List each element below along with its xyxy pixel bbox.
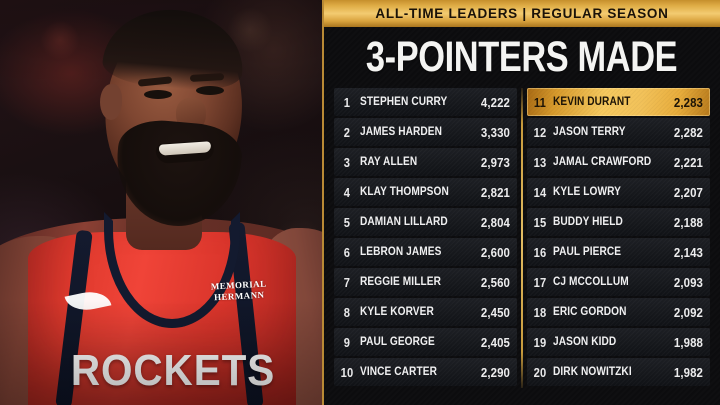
leaderboard-row[interactable]: 1 STEPHEN CURRY 4,222 [334, 88, 518, 116]
row-player-name: ERIC GORDON [552, 306, 627, 318]
row-player-name: DAMIAN LILLARD [360, 216, 448, 228]
row-value: 4,222 [480, 94, 510, 110]
row-rank: 10 [340, 364, 354, 380]
row-value: 2,973 [480, 154, 510, 170]
row-player-name: JASON TERRY [552, 126, 626, 138]
row-player-name: RAY ALLEN [360, 156, 418, 168]
row-value: 2,092 [673, 304, 703, 320]
leaderboard-row[interactable]: 5 DAMIAN LILLARD 2,804 [334, 208, 518, 236]
row-rank: 1 [343, 94, 351, 110]
row-player-name: VINCE CARTER [360, 366, 437, 378]
leaderboard-row[interactable]: 4 KLAY THOMPSON 2,821 [334, 178, 518, 206]
leaderboard-row[interactable]: 8 KYLE KORVER 2,450 [334, 298, 518, 326]
row-rank: 3 [343, 154, 351, 170]
row-rank: 8 [343, 304, 351, 320]
row-player-name: KYLE KORVER [360, 306, 434, 318]
row-value: 2,804 [480, 214, 510, 230]
leaderboard-row[interactable]: 3 RAY ALLEN 2,973 [334, 148, 518, 176]
leaderboard-row[interactable]: 10 VINCE CARTER 2,290 [334, 358, 518, 386]
row-rank: 9 [343, 334, 351, 350]
leaderboard-row[interactable]: 20 DIRK NOWITZKI 1,982 [526, 358, 711, 386]
leaderboard-row[interactable]: 13 JAMAL CRAWFORD 2,221 [526, 148, 711, 176]
row-value: 2,283 [673, 94, 703, 110]
leaderboard-row[interactable]: 12 JASON TERRY 2,282 [526, 118, 711, 146]
row-player-name: KLAY THOMPSON [360, 186, 449, 198]
row-rank: 16 [533, 244, 547, 260]
row-rank: 5 [343, 214, 351, 230]
leaderboard-row[interactable]: 2 JAMES HARDEN 3,330 [334, 118, 518, 146]
row-rank: 4 [343, 184, 351, 200]
row-player-name: PAUL PIERCE [552, 246, 622, 258]
row-value: 3,330 [480, 124, 510, 140]
column-divider [517, 88, 527, 388]
row-value: 2,221 [673, 154, 703, 170]
row-value: 2,560 [480, 274, 510, 290]
row-player-name: STEPHEN CURRY [360, 96, 448, 108]
row-player-name: BUDDY HIELD [552, 216, 623, 228]
leaderboard-row[interactable]: 19 JASON KIDD 1,988 [526, 328, 711, 356]
row-player-name: CJ MCCOLLUM [552, 276, 629, 288]
row-rank: 14 [533, 184, 547, 200]
leaderboard-row[interactable]: 18 ERIC GORDON 2,092 [526, 298, 711, 326]
row-rank: 19 [533, 334, 547, 350]
player-eye-left [144, 90, 172, 99]
row-rank: 7 [343, 274, 351, 290]
row-rank: 15 [533, 214, 547, 230]
row-player-name: PAUL GEORGE [360, 336, 435, 348]
row-player-name: LEBRON JAMES [360, 246, 442, 258]
leaderboard-row[interactable]: 15 BUDDY HIELD 2,188 [526, 208, 711, 236]
row-rank: 2 [343, 124, 351, 140]
row-rank: 13 [533, 154, 547, 170]
page-title: 3-POINTERS MADE [366, 33, 678, 81]
row-value: 2,143 [673, 244, 703, 260]
row-rank: 6 [343, 244, 351, 260]
row-value: 2,450 [480, 304, 510, 320]
row-value: 2,821 [480, 184, 510, 200]
leaderboard-row[interactable]: 7 REGGIE MILLER 2,560 [334, 268, 518, 296]
row-player-name: KEVIN DURANT [552, 96, 631, 108]
banner-title: ALL-TIME LEADERS | REGULAR SEASON [375, 6, 669, 21]
player-ear [100, 84, 122, 120]
row-player-name: JAMES HARDEN [360, 126, 443, 138]
leaderboard-row[interactable]: 9 PAUL GEORGE 2,405 [334, 328, 518, 356]
leaderboard-row[interactable]: 17 CJ MCCOLLUM 2,093 [526, 268, 711, 296]
leaderboard-row[interactable]: 14 KYLE LOWRY 2,207 [526, 178, 711, 206]
row-rank: 12 [533, 124, 547, 140]
row-value: 2,290 [480, 364, 510, 380]
row-player-name: DIRK NOWITZKI [552, 366, 632, 378]
player-figure: MEMORIAL HERMANN ROCKETS [0, 0, 322, 405]
player-photo: MEMORIAL HERMANN ROCKETS [0, 0, 322, 405]
leaderboard-column-left: 1 STEPHEN CURRY 4,222 2 JAMES HARDEN 3,330 3 RA… [334, 88, 518, 388]
row-value: 2,405 [480, 334, 510, 350]
jersey-patch-line-2: HERMANN [213, 289, 265, 303]
row-value: 1,988 [673, 334, 703, 350]
jersey-sponsor-patch: MEMORIAL HERMANN [207, 278, 270, 305]
player-eye-right [196, 86, 224, 95]
row-rank: 20 [533, 364, 547, 380]
leaderboard-columns: 1 STEPHEN CURRY 4,222 2 JAMES HARDEN 3,330 3 RA… [324, 88, 720, 388]
row-player-name: JASON KIDD [552, 336, 617, 348]
stats-panel: ALL-TIME LEADERS | REGULAR SEASON 3-POIN… [322, 0, 720, 405]
row-player-name: KYLE LOWRY [552, 186, 621, 198]
row-rank: 17 [533, 274, 547, 290]
jersey-team-name: ROCKETS [70, 346, 276, 395]
row-player-name: JAMAL CRAWFORD [552, 156, 652, 168]
row-value: 2,600 [480, 244, 510, 260]
leaderboard-row[interactable]: 6 LEBRON JAMES 2,600 [334, 238, 518, 266]
leaderboard-row[interactable]: 16 PAUL PIERCE 2,143 [526, 238, 711, 266]
row-rank: 18 [533, 304, 547, 320]
leaderboard-column-right: 11 KEVIN DURANT 2,283 12 JASON TERRY 2,282 13 J… [526, 88, 711, 388]
title-area: 3-POINTERS MADE [324, 27, 720, 88]
row-value: 1,982 [673, 364, 703, 380]
row-value: 2,282 [673, 124, 703, 140]
row-value: 2,207 [673, 184, 703, 200]
header-banner: ALL-TIME LEADERS | REGULAR SEASON [324, 0, 720, 27]
row-rank: 11 [533, 94, 547, 110]
leaderboard-row[interactable]: 11 KEVIN DURANT 2,283 [526, 88, 711, 116]
row-value: 2,093 [673, 274, 703, 290]
row-value: 2,188 [673, 214, 703, 230]
row-player-name: REGGIE MILLER [360, 276, 441, 288]
